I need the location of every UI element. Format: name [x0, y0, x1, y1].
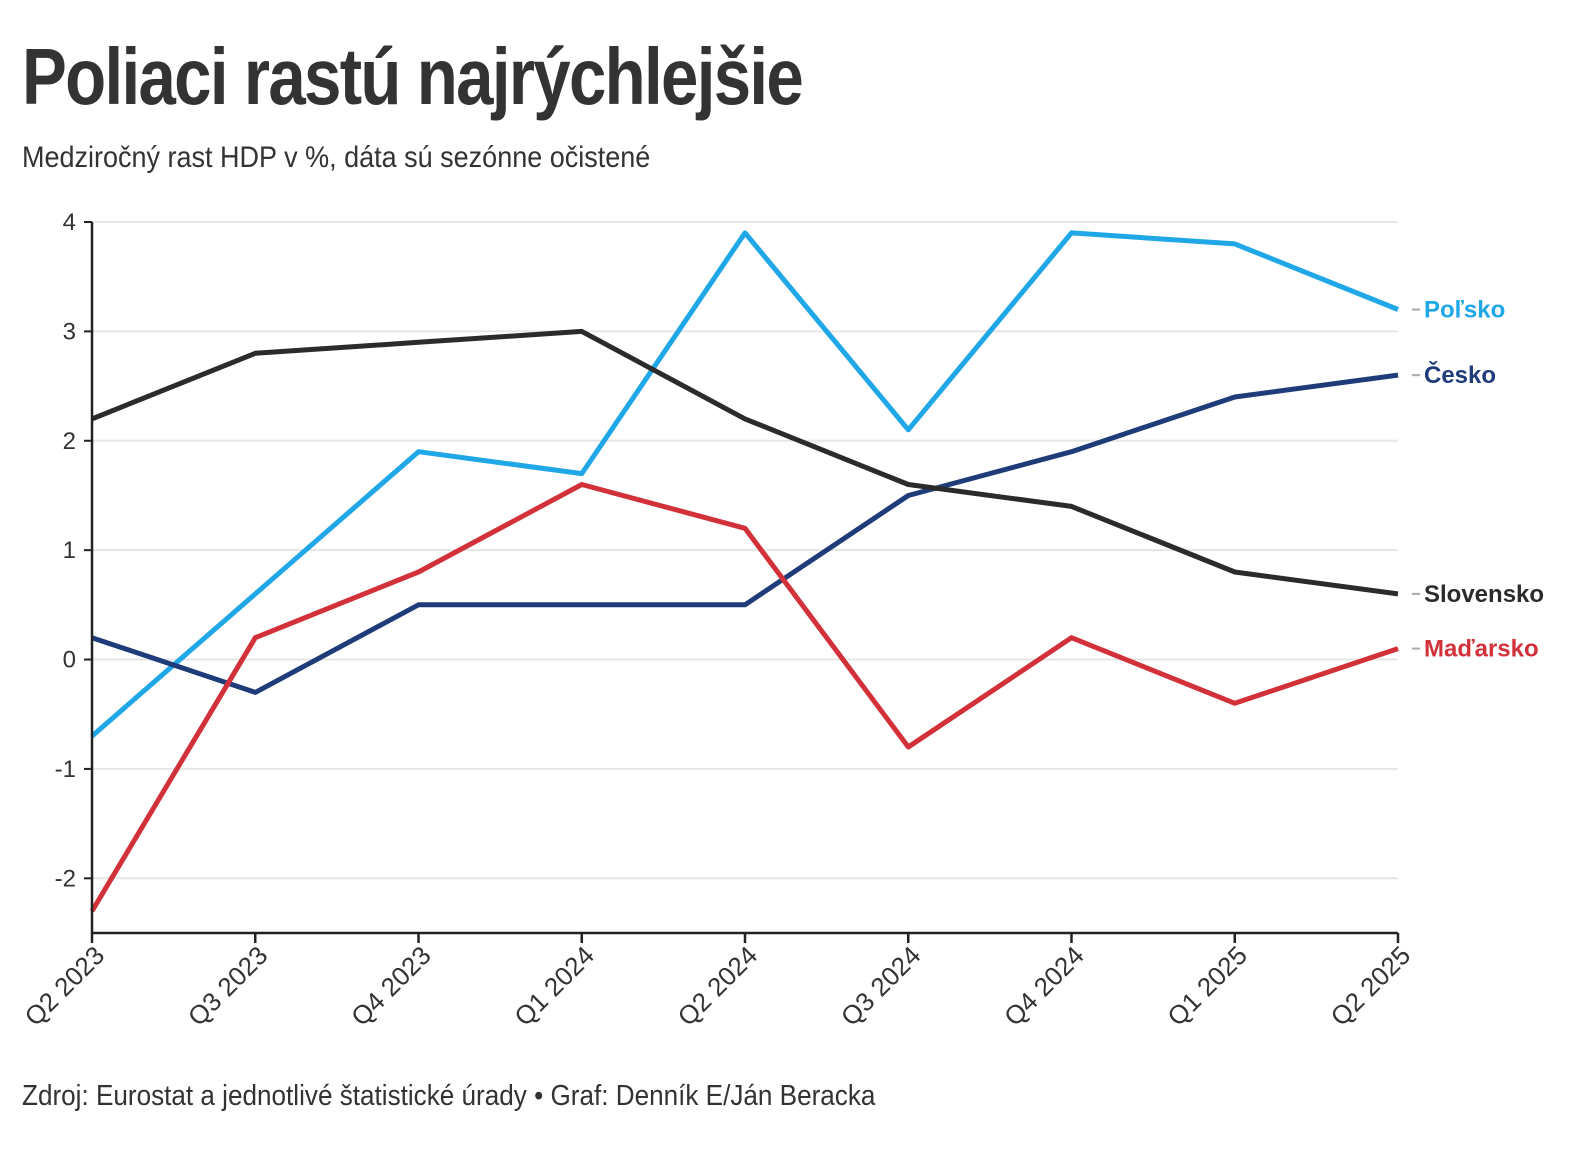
- series-line-cesko: [91, 372, 1399, 695]
- series-label-slovensko: Slovensko: [1424, 581, 1544, 608]
- series-label-madarsko: Maďarsko: [1424, 636, 1539, 663]
- y-tick-label: -2: [55, 865, 76, 892]
- series-lines: [89, 230, 1399, 913]
- x-tick-label: Q2 2024: [671, 940, 763, 1032]
- series-label-polsko: Poľsko: [1424, 297, 1505, 324]
- y-tick-label: -1: [55, 756, 76, 783]
- y-tick-label: 1: [63, 537, 76, 564]
- series-line-madarsko: [89, 482, 1399, 913]
- series-labels: Poľsko Česko Slovensko Maďarsko: [1412, 297, 1544, 663]
- x-tick-label: Q4 2024: [998, 940, 1090, 1032]
- x-tick-label: Q2 2023: [18, 940, 110, 1032]
- gridlines: [92, 221, 1398, 880]
- chart-subtitle: Medziročný rast HDP v %, dáta sú sezónne…: [22, 141, 651, 174]
- x-tick-label: Q1 2025: [1161, 940, 1253, 1032]
- series-line-slovensko: [91, 328, 1399, 597]
- y-tick-label: 0: [63, 647, 76, 674]
- y-tick-label: 2: [63, 428, 76, 455]
- x-tick-label: Q1 2024: [508, 940, 600, 1032]
- source-footer: Zdroj: Eurostat a jednotlivé štatistické…: [22, 1080, 876, 1112]
- x-tick-label: Q3 2024: [835, 940, 927, 1032]
- y-tick-label: 4: [63, 209, 76, 236]
- x-tick-label: Q2 2025: [1324, 940, 1416, 1032]
- x-tick-label: Q3 2023: [182, 940, 274, 1032]
- series-line-polsko: [90, 230, 1399, 738]
- x-tick-label: Q4 2023: [345, 940, 437, 1032]
- chart-title: Poliaci rastú najrýchlejšie: [22, 32, 804, 121]
- y-tick-label: 3: [63, 318, 76, 345]
- series-label-cesko: Česko: [1424, 361, 1496, 389]
